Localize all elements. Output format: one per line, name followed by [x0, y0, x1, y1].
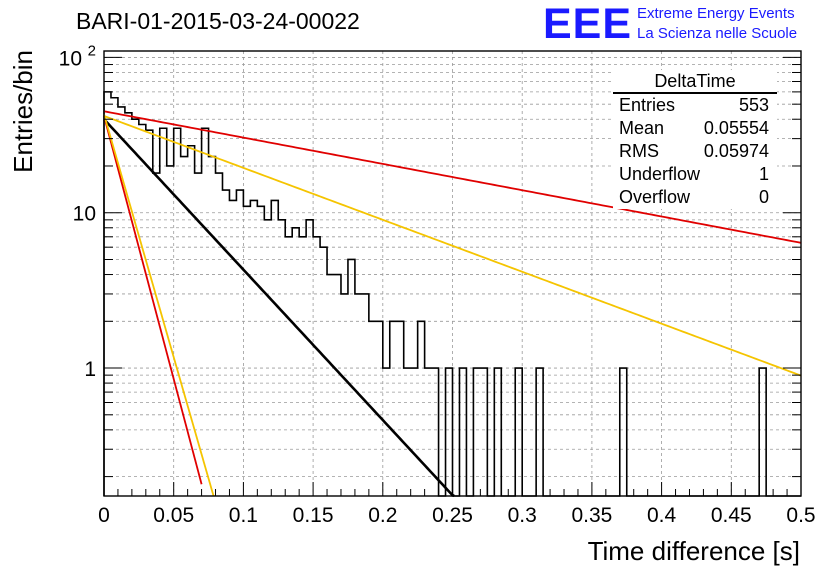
- y-tick-label: 1: [84, 358, 96, 381]
- fit-curve: [103, 110, 802, 244]
- x-tick-label: 0.25: [432, 504, 473, 527]
- x-tick-label: 0.3: [508, 504, 537, 527]
- fit-curve: [103, 114, 215, 497]
- stats-value: 553: [738, 95, 769, 115]
- y-axis-label: Entries/bin: [8, 50, 38, 173]
- fit-curves: [103, 110, 802, 498]
- x-tick-label: 0.4: [647, 504, 677, 527]
- stats-row-rms: RMS 0.05974: [613, 140, 777, 163]
- x-tick-labels: 0 0.05 0.1 0.15 0.2 0.25 0.3 0.35 0.4 0.45 0.5: [98, 504, 815, 527]
- fit-curve: [103, 115, 203, 485]
- x-tick-label: 0.05: [153, 504, 194, 527]
- stats-value: 1: [758, 164, 769, 184]
- fit-curve: [103, 115, 802, 377]
- stats-box: DeltaTime Entries 553 Mean 0.05554 RMS 0…: [613, 70, 777, 209]
- eee-logo: EEE: [543, 0, 633, 48]
- y-tick-label: 10: [59, 47, 82, 70]
- x-tick-label: 0.15: [293, 504, 334, 527]
- y-tick-labels: 1 10 10 2: [59, 42, 96, 381]
- stats-row-mean: Mean 0.05554: [613, 117, 777, 140]
- stats-row-underflow: Underflow 1: [613, 163, 777, 186]
- logo-line-2: La Scienza nelle Scuole: [637, 25, 798, 42]
- stats-label: Entries: [619, 95, 676, 115]
- x-tick-label: 0.1: [229, 504, 258, 527]
- stats-value: 0.05974: [703, 141, 769, 161]
- x-tick-label: 0.45: [711, 504, 752, 527]
- stats-value: 0: [758, 187, 769, 207]
- y-tick-label: 10: [73, 203, 96, 226]
- fit-curve: [103, 118, 455, 498]
- logo-line-1: Extreme Energy Events: [637, 5, 795, 22]
- stats-value: 0.05554: [703, 118, 769, 138]
- x-tick-label: 0.35: [571, 504, 612, 527]
- stats-label: Mean: [619, 118, 665, 138]
- stats-label: Underflow: [619, 164, 701, 184]
- stats-label: RMS: [619, 141, 659, 161]
- y-tick-label-exponent: 2: [88, 42, 96, 59]
- stats-row-overflow: Overflow 0: [613, 186, 777, 209]
- plot-title: BARI-01-2015-03-24-00022: [76, 8, 360, 34]
- stats-box-title: DeltaTime: [613, 70, 777, 94]
- eee-logo-text: Extreme Energy Events La Scienza nelle S…: [637, 4, 797, 44]
- x-tick-label: 0.2: [368, 504, 397, 527]
- x-axis-label: Time difference [s]: [588, 536, 800, 566]
- x-tick-label: 0.5: [786, 504, 815, 527]
- stats-label: Overflow: [619, 187, 691, 207]
- stats-row-entries: Entries 553: [613, 94, 777, 117]
- x-tick-label: 0: [98, 504, 110, 527]
- axis-ticks: [103, 56, 802, 496]
